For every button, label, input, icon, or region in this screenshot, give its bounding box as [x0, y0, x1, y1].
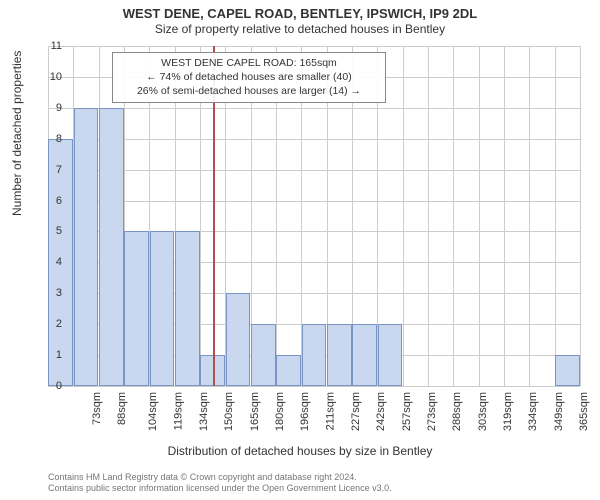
gridline-horizontal — [48, 170, 580, 171]
y-tick-label: 1 — [56, 349, 62, 361]
x-tick-label: 227sqm — [350, 392, 362, 431]
gridline-vertical — [453, 46, 454, 386]
y-tick-label: 11 — [51, 40, 62, 52]
gridline-vertical — [428, 46, 429, 386]
bar — [226, 293, 251, 386]
bar — [327, 324, 352, 386]
x-axis-title: Distribution of detached houses by size … — [0, 444, 600, 458]
gridline-vertical — [529, 46, 530, 386]
x-tick-label: 119sqm — [172, 392, 184, 430]
bar — [124, 231, 149, 386]
x-tick-label: 134sqm — [198, 392, 210, 431]
bar — [302, 324, 327, 386]
footer-attribution: Contains HM Land Registry data © Crown c… — [48, 472, 392, 495]
x-tick-label: 73sqm — [91, 392, 103, 425]
plot-area: WEST DENE CAPEL ROAD: 165sqm← 74% of det… — [48, 46, 580, 386]
x-tick-label: 319sqm — [502, 392, 514, 431]
gridline-vertical — [504, 46, 505, 386]
y-tick-label: 3 — [56, 287, 62, 299]
y-tick-label: 5 — [56, 225, 62, 237]
x-tick-label: 273sqm — [426, 392, 438, 431]
annotation-line: 26% of semi-detached houses are larger (… — [119, 84, 379, 98]
bar — [175, 231, 200, 386]
x-tick-label: 349sqm — [553, 392, 565, 431]
x-tick-label: 150sqm — [223, 392, 235, 431]
gridline-horizontal — [48, 46, 580, 47]
y-tick-label: 2 — [56, 318, 62, 330]
bar — [251, 324, 276, 386]
bar — [276, 355, 301, 386]
y-tick-label: 7 — [56, 164, 62, 176]
y-tick-label: 0 — [56, 380, 62, 392]
gridline-vertical — [580, 46, 581, 386]
x-tick-label: 303sqm — [477, 392, 489, 431]
annotation-line: ← 74% of detached houses are smaller (40… — [119, 70, 379, 84]
x-tick-label: 88sqm — [116, 392, 128, 425]
y-tick-label: 8 — [56, 133, 62, 145]
x-tick-label: 242sqm — [375, 392, 387, 431]
footer-line-1: Contains HM Land Registry data © Crown c… — [48, 472, 392, 483]
x-tick-label: 104sqm — [147, 392, 159, 431]
gridline-vertical — [479, 46, 480, 386]
x-tick-label: 180sqm — [274, 392, 286, 431]
gridline-vertical — [403, 46, 404, 386]
gridline-horizontal — [48, 386, 580, 387]
annotation-line: WEST DENE CAPEL ROAD: 165sqm — [119, 56, 379, 70]
footer-line-2: Contains public sector information licen… — [48, 483, 392, 494]
x-tick-label: 211sqm — [324, 392, 336, 430]
x-tick-label: 365sqm — [578, 392, 590, 431]
y-axis-title: Number of detached properties — [10, 51, 24, 216]
gridline-vertical — [555, 46, 556, 386]
y-tick-label: 6 — [56, 195, 62, 207]
gridline-horizontal — [48, 139, 580, 140]
chart-area: WEST DENE CAPEL ROAD: 165sqm← 74% of det… — [48, 46, 580, 386]
bar — [378, 324, 403, 386]
x-tick-label: 334sqm — [527, 392, 539, 431]
page-title: WEST DENE, CAPEL ROAD, BENTLEY, IPSWICH,… — [0, 0, 600, 21]
x-tick-label: 165sqm — [249, 392, 261, 431]
bar — [150, 231, 175, 386]
bar — [74, 108, 99, 386]
bar — [555, 355, 580, 386]
x-tick-label: 257sqm — [401, 392, 413, 431]
y-tick-label: 9 — [56, 102, 62, 114]
y-tick-label: 4 — [56, 256, 62, 268]
annotation-box: WEST DENE CAPEL ROAD: 165sqm← 74% of det… — [112, 52, 386, 103]
y-tick-label: 10 — [50, 71, 62, 83]
page-subtitle: Size of property relative to detached ho… — [0, 21, 600, 36]
bar — [99, 108, 124, 386]
gridline-horizontal — [48, 201, 580, 202]
x-tick-label: 196sqm — [299, 392, 311, 431]
x-tick-label: 288sqm — [451, 392, 463, 431]
gridline-horizontal — [48, 108, 580, 109]
bar — [352, 324, 377, 386]
